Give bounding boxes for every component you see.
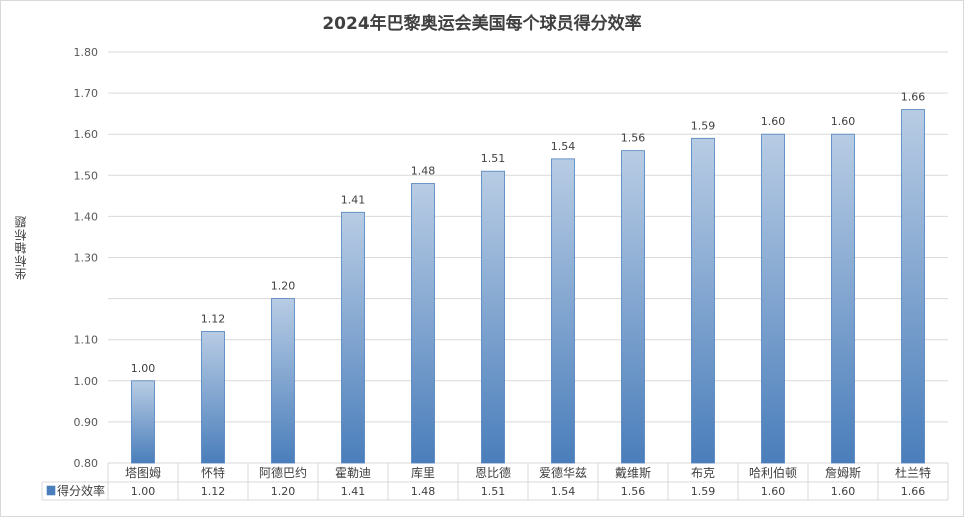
bar: [761, 133, 785, 464]
x-tick-label: 爱德华兹: [539, 465, 587, 480]
y-tick-label: 1.70: [74, 87, 99, 100]
table-cell: 1.12: [201, 485, 226, 498]
bar: [481, 170, 505, 464]
y-tick-label: 1.60: [74, 128, 99, 141]
bar: [411, 183, 435, 464]
data-label: 1.12: [201, 312, 226, 325]
data-label: 1.00: [131, 362, 156, 375]
bar: [901, 109, 925, 464]
data-label: 1.51: [481, 152, 506, 165]
bar: [341, 211, 365, 464]
data-label: 1.41: [341, 193, 366, 206]
bar: [131, 380, 155, 464]
bar: [201, 331, 225, 464]
table-cell: 1.00: [131, 485, 156, 498]
x-tick-label: 怀特: [201, 465, 225, 480]
table-cell: 1.66: [901, 485, 926, 498]
data-label: 1.60: [831, 115, 856, 128]
x-tick-label: 塔图姆: [125, 466, 161, 480]
x-tick-label: 杜兰特: [895, 465, 931, 480]
bar: [831, 133, 855, 464]
data-label: 1.20: [271, 280, 296, 293]
table-cell: 1.60: [831, 485, 856, 498]
y-tick-label: 0.80: [74, 457, 99, 470]
bar: [691, 137, 715, 464]
table-cell: 1.51: [481, 485, 506, 498]
data-label: 1.60: [761, 115, 786, 128]
data-label: 1.66: [901, 91, 926, 104]
bar: [551, 158, 575, 464]
data-label: 1.56: [621, 132, 646, 145]
y-tick-label: 0.90: [74, 416, 99, 429]
y-tick-label: 1.00: [74, 375, 99, 388]
y-tick-label: 1.80: [74, 46, 99, 59]
table-cell: 1.54: [551, 485, 576, 498]
table-cell: 1.20: [271, 485, 296, 498]
table-cell: 1.41: [341, 485, 366, 498]
bar: [271, 298, 295, 464]
y-tick-label: 1.50: [74, 169, 99, 182]
y-tick-label: 1.10: [74, 334, 99, 347]
y-tick-label: 1.30: [74, 252, 99, 265]
x-tick-label: 布克: [691, 466, 715, 480]
data-label: 1.48: [411, 165, 436, 178]
x-tick-label: 戴维斯: [615, 465, 651, 480]
legend-key: [46, 485, 56, 496]
x-tick-label: 库里: [411, 465, 435, 480]
table-cell: 1.48: [411, 485, 436, 498]
x-tick-label: 霍勒迪: [335, 466, 371, 480]
data-label: 1.54: [551, 140, 576, 153]
y-tick-label: 1.40: [74, 210, 99, 223]
x-tick-label: 阿德巴约: [259, 465, 307, 480]
data-label: 1.59: [691, 119, 716, 132]
bar: [621, 150, 645, 464]
chart-title: 2024年巴黎奥运会美国每个球员得分效率: [322, 14, 642, 34]
table-cell: 1.56: [621, 485, 646, 498]
table-cell: 1.60: [761, 485, 786, 498]
legend-label: 得分效率: [57, 483, 105, 498]
x-tick-label: 恩比德: [475, 465, 511, 480]
table-cell: 1.59: [691, 485, 716, 498]
x-tick-label: 哈利伯顿: [749, 465, 797, 480]
x-tick-label: 詹姆斯: [825, 466, 861, 480]
